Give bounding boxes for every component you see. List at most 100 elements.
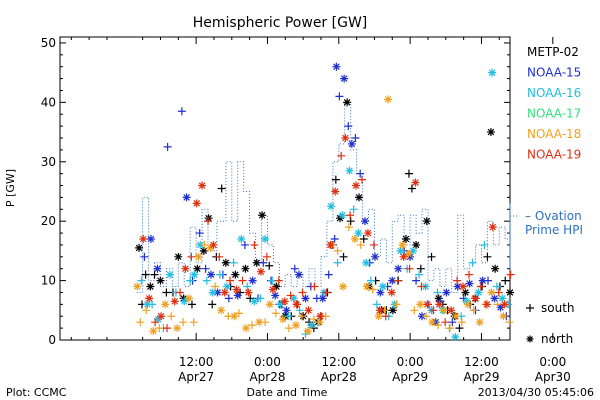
data-point-south (189, 318, 198, 327)
data-point-north (362, 282, 371, 291)
y-tick-label: 0 (48, 333, 56, 347)
series-metp-02 (135, 98, 514, 333)
data-point-north (343, 98, 352, 107)
data-point-north (374, 312, 383, 321)
data-point-south (337, 151, 346, 160)
data-point-south (344, 122, 353, 131)
data-point-north (165, 270, 174, 279)
data-point-south (265, 261, 274, 270)
data-point-south (179, 318, 188, 327)
data-point-north (198, 181, 207, 190)
data-point-south (259, 258, 268, 267)
y-tick-label: 30 (41, 155, 56, 169)
data-point-north (248, 276, 257, 285)
plot-timestamp: 2013/04/30 05:45:06 (478, 386, 594, 399)
data-point-north (406, 252, 415, 261)
data-point-south (356, 169, 365, 178)
data-point-south (501, 276, 510, 285)
data-point-north (506, 288, 514, 297)
data-point-south (434, 321, 443, 330)
data-point-north (217, 306, 226, 315)
data-point-south (359, 235, 368, 243)
x-tick-label-time: 12:00 (464, 355, 499, 369)
legend-entry: NOAA-16 (527, 86, 581, 100)
data-point-south (286, 291, 295, 300)
data-point-north (146, 235, 155, 243)
data-point-south (290, 264, 299, 273)
data-point-north (182, 193, 191, 202)
data-point-north (363, 229, 372, 238)
data-point-north (396, 246, 405, 255)
data-point-south (148, 300, 157, 309)
chart-title: Hemispheric Power [GW] (193, 15, 368, 31)
data-point-north (404, 249, 413, 258)
y-axis-label: P [GW] (4, 169, 17, 207)
data-point-north (193, 264, 202, 273)
data-point-north (384, 95, 393, 104)
data-point-north (376, 288, 385, 297)
data-point-south (427, 252, 436, 261)
data-point-south (155, 324, 164, 333)
data-point-south (217, 184, 226, 193)
data-point-north (156, 276, 165, 285)
x-axis-label: Date and Time (247, 386, 328, 399)
data-point-south (309, 315, 318, 324)
y-tick-label: 20 (41, 214, 56, 228)
data-point-north (196, 240, 205, 249)
data-point-south (372, 300, 381, 309)
hemisphere-symbol-south (526, 304, 534, 312)
data-point-north (170, 297, 179, 306)
data-point-south (464, 270, 473, 279)
data-point-north (459, 282, 468, 291)
data-point-north (221, 258, 230, 267)
data-point-south (506, 270, 515, 279)
data-point-north (371, 252, 380, 261)
data-point-south (368, 285, 377, 294)
data-point-north (332, 62, 341, 71)
data-point-north (303, 327, 312, 336)
data-point-north (282, 306, 291, 315)
data-point-north (360, 217, 369, 226)
data-point-north (387, 288, 396, 297)
data-point-north (192, 199, 201, 208)
data-point-north (276, 300, 285, 309)
data-point-south (163, 324, 172, 333)
data-point-south (229, 258, 238, 267)
data-point-north (463, 300, 472, 309)
data-point-south (238, 276, 247, 285)
x-tick-label-time: 0:00 (397, 355, 424, 369)
data-point-south (494, 288, 503, 297)
data-point-north (496, 303, 505, 312)
data-point-north (423, 300, 432, 309)
data-point-north (223, 282, 232, 291)
legend-entry: NOAA-17 (527, 107, 581, 121)
data-point-north (347, 139, 356, 148)
data-point-south (457, 318, 466, 327)
data-point-north (340, 74, 349, 83)
data-point-north (362, 258, 371, 267)
data-point-north (422, 217, 431, 226)
data-point-south (136, 318, 145, 327)
data-point-south (407, 184, 416, 193)
data-point-north (294, 270, 303, 279)
data-point-north (411, 178, 420, 187)
data-point-north (180, 297, 189, 306)
series-noaa-18 (133, 95, 514, 336)
ovation-label-line: – Ovation (525, 209, 582, 223)
data-point-north (135, 243, 144, 252)
hemisphere-label: south (541, 301, 575, 315)
data-point-south (322, 288, 331, 297)
legend: METP-02 NOAA-15 NOAA-16 NOAA-17 NOAA-18 NOAA-… (527, 45, 581, 162)
data-point-south (476, 282, 485, 291)
data-point-south (187, 300, 196, 309)
data-point-north (453, 282, 462, 291)
data-point-south (256, 294, 265, 303)
x-tick-label-time: 12:00 (179, 355, 214, 369)
data-point-south (137, 276, 146, 285)
data-point-north (355, 193, 364, 202)
data-point-north (278, 315, 287, 324)
data-point-north (154, 315, 163, 324)
data-point-north (440, 306, 449, 315)
data-point-south (492, 282, 501, 291)
